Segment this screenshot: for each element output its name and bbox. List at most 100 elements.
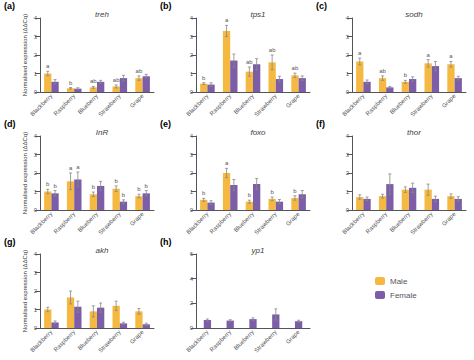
- svg-text:b: b: [404, 72, 408, 78]
- svg-text:1: 1: [34, 189, 38, 195]
- svg-text:4: 4: [346, 133, 350, 139]
- svg-text:0: 0: [190, 89, 194, 95]
- svg-text:2: 2: [34, 52, 38, 58]
- svg-text:Female: Female: [390, 291, 417, 300]
- svg-text:Grape: Grape: [129, 92, 145, 108]
- svg-text:a: a: [46, 63, 50, 69]
- svg-text:2: 2: [190, 52, 194, 58]
- svg-text:Blackberry: Blackberry: [185, 211, 209, 235]
- svg-text:0: 0: [346, 89, 350, 95]
- svg-text:a: a: [225, 17, 229, 23]
- svg-text:1: 1: [346, 71, 350, 77]
- svg-text:4: 4: [34, 133, 38, 139]
- svg-text:(e): (e): [160, 119, 171, 129]
- svg-text:b: b: [69, 80, 73, 86]
- svg-text:b: b: [53, 183, 57, 189]
- svg-text:2: 2: [346, 170, 350, 176]
- svg-text:(h): (h): [160, 237, 172, 247]
- svg-text:Male: Male: [390, 277, 408, 286]
- svg-text:b: b: [92, 184, 96, 190]
- svg-text:0: 0: [34, 89, 38, 95]
- svg-text:ab: ab: [379, 68, 386, 74]
- svg-text:Strawberry: Strawberry: [409, 211, 434, 236]
- svg-text:Blackberry: Blackberry: [29, 93, 53, 117]
- svg-text:1: 1: [190, 71, 194, 77]
- svg-text:a: a: [225, 160, 229, 166]
- svg-text:4: 4: [190, 15, 194, 21]
- svg-text:4: 4: [190, 276, 194, 282]
- svg-text:4: 4: [346, 15, 350, 21]
- svg-text:Raspberry: Raspberry: [53, 93, 77, 117]
- svg-text:InR: InR: [96, 128, 109, 137]
- svg-text:ab: ab: [292, 65, 299, 71]
- svg-text:Blueberry: Blueberry: [77, 329, 99, 351]
- svg-text:treh: treh: [95, 10, 109, 19]
- svg-text:(d): (d): [4, 119, 16, 129]
- svg-text:Raspberry: Raspberry: [209, 329, 233, 353]
- svg-text:b: b: [202, 190, 206, 196]
- svg-text:3: 3: [34, 34, 38, 40]
- svg-text:Blueberry: Blueberry: [233, 93, 255, 115]
- svg-text:b: b: [114, 178, 118, 184]
- svg-text:1: 1: [346, 189, 350, 195]
- svg-text:3: 3: [34, 270, 38, 276]
- svg-text:(a): (a): [4, 1, 15, 11]
- svg-text:Normalised expression (ΔΔCq): Normalised expression (ΔΔCq): [22, 14, 28, 96]
- svg-text:Blackberry: Blackberry: [29, 211, 53, 235]
- svg-text:Blueberry: Blueberry: [389, 93, 411, 115]
- svg-text:Grape: Grape: [285, 92, 301, 108]
- svg-text:ab: ab: [269, 47, 276, 53]
- svg-text:3: 3: [346, 34, 350, 40]
- svg-text:(g): (g): [4, 237, 16, 247]
- svg-text:Grape: Grape: [129, 328, 145, 344]
- svg-text:b: b: [293, 188, 297, 194]
- svg-text:Strawberry: Strawberry: [409, 93, 434, 118]
- svg-text:1: 1: [34, 71, 38, 77]
- svg-text:a: a: [69, 165, 73, 171]
- svg-text:Strawberry: Strawberry: [97, 329, 122, 354]
- svg-text:Blueberry: Blueberry: [77, 211, 99, 233]
- svg-text:ab: ab: [90, 78, 97, 84]
- svg-text:b: b: [248, 192, 252, 198]
- svg-text:Grape: Grape: [285, 210, 301, 226]
- svg-text:thor: thor: [407, 128, 421, 137]
- svg-text:yp1: yp1: [251, 246, 265, 255]
- svg-text:Blueberry: Blueberry: [233, 329, 255, 351]
- svg-text:Grape: Grape: [285, 328, 301, 344]
- svg-text:3: 3: [346, 152, 350, 158]
- svg-text:a: a: [449, 53, 453, 59]
- svg-text:ab: ab: [136, 68, 143, 74]
- svg-text:b: b: [137, 186, 141, 192]
- svg-text:2: 2: [34, 170, 38, 176]
- svg-text:tps1: tps1: [250, 10, 265, 19]
- svg-text:(c): (c): [316, 1, 327, 11]
- svg-text:3: 3: [190, 34, 194, 40]
- svg-text:sodh: sodh: [405, 10, 423, 19]
- svg-text:b: b: [270, 189, 274, 195]
- svg-text:Raspberry: Raspberry: [209, 211, 233, 235]
- svg-text:Strawberry: Strawberry: [253, 93, 278, 118]
- svg-text:0: 0: [190, 207, 194, 213]
- svg-text:foxo: foxo: [250, 128, 266, 137]
- svg-text:2: 2: [190, 300, 194, 306]
- svg-text:Raspberry: Raspberry: [365, 211, 389, 235]
- svg-text:Grape: Grape: [441, 92, 457, 108]
- svg-text:Blackberry: Blackberry: [341, 93, 365, 117]
- svg-text:b: b: [145, 183, 149, 189]
- svg-text:1: 1: [190, 189, 194, 195]
- svg-text:a: a: [358, 50, 362, 56]
- svg-text:6: 6: [190, 251, 194, 257]
- svg-text:3: 3: [190, 152, 194, 158]
- svg-text:b: b: [46, 181, 50, 187]
- svg-text:Strawberry: Strawberry: [97, 93, 122, 118]
- svg-text:akh: akh: [96, 246, 109, 255]
- svg-text:b: b: [122, 192, 126, 198]
- svg-text:Blackberry: Blackberry: [185, 93, 209, 117]
- svg-text:Strawberry: Strawberry: [97, 211, 122, 236]
- svg-text:4: 4: [34, 15, 38, 21]
- svg-text:b: b: [202, 75, 206, 81]
- svg-text:a: a: [76, 164, 80, 170]
- svg-text:Blackberry: Blackberry: [29, 329, 53, 353]
- svg-text:Grape: Grape: [129, 210, 145, 226]
- svg-text:1: 1: [34, 307, 38, 313]
